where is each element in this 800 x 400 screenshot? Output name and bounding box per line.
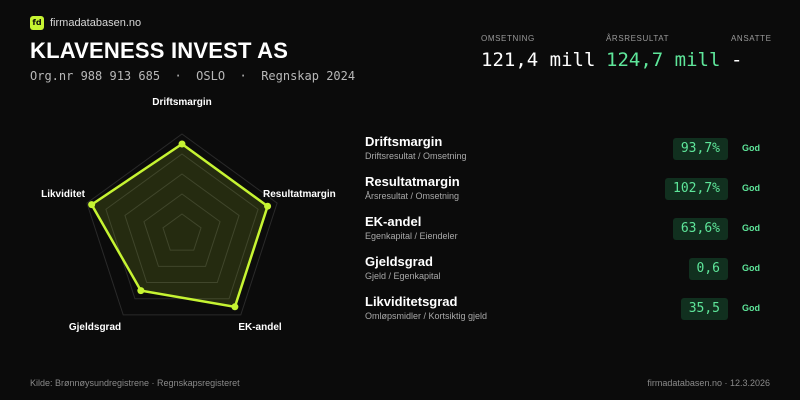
radar-area bbox=[89, 142, 270, 309]
kpi-annual-result: ÅRSRESULTAT 124,7 mill bbox=[606, 34, 720, 71]
kpi-value: - bbox=[731, 49, 743, 71]
radar-grid-ring bbox=[124, 173, 240, 284]
metric-row-driftsmargin: Driftsmargin Driftsresultat / Omsetning … bbox=[365, 134, 760, 174]
status-badge: God bbox=[742, 223, 760, 233]
metric-subtitle: Egenkapital / Eiendeler bbox=[365, 231, 458, 241]
metric-value: 93,7% bbox=[672, 138, 728, 160]
brand[interactable]: fd firmadatabasen.no bbox=[30, 16, 141, 30]
metric-row-ek-andel: EK-andel Egenkapital / Eiendeler 63,6% G… bbox=[365, 214, 760, 254]
status-badge: God bbox=[742, 263, 760, 273]
radar-point bbox=[264, 202, 272, 210]
metric-value: 102,7% bbox=[665, 178, 728, 200]
kpi-label: ÅRSRESULTAT bbox=[606, 34, 670, 43]
metric-title: Likviditetsgrad bbox=[365, 294, 458, 309]
radar-point bbox=[88, 201, 96, 209]
radar-point bbox=[137, 287, 145, 295]
radar-point bbox=[178, 140, 186, 148]
footer-source: Kilde: Brønnøysundregistrene · Regnskaps… bbox=[30, 378, 240, 388]
kpi-employees: ANSATTE - bbox=[731, 34, 772, 71]
radar-points bbox=[88, 140, 272, 311]
metric-value: 35,5 bbox=[680, 298, 728, 320]
radar-label-gjeldsgrad: Gjeldsgrad bbox=[69, 322, 121, 333]
radar-grid-ring bbox=[143, 193, 221, 267]
metric-subtitle: Årsresultat / Omsetning bbox=[365, 191, 460, 201]
brand-name: firmadatabasen.no bbox=[50, 17, 142, 29]
company-name: KLAVENESS INVEST AS bbox=[30, 38, 289, 63]
radar-label-resultatmargin: Resultatmargin bbox=[263, 189, 336, 200]
kpi-label: ANSATTE bbox=[731, 34, 772, 43]
status-badge: God bbox=[742, 303, 760, 313]
status-badge: God bbox=[742, 143, 760, 153]
radar-grid-ring bbox=[162, 213, 202, 251]
metric-row-likviditetsgrad: Likviditetsgrad Omløpsmidler / Kortsikti… bbox=[365, 294, 760, 334]
metric-subtitle: Omløpsmidler / Kortsiktig gjeld bbox=[365, 311, 488, 321]
metric-subtitle: Driftsresultat / Omsetning bbox=[365, 151, 467, 161]
radar-grid-ring bbox=[86, 133, 278, 316]
brand-logo-icon: fd bbox=[30, 16, 44, 30]
metric-title: EK-andel bbox=[365, 214, 422, 229]
company-meta: Org.nr 988 913 685 · OSLO · Regnskap 202… bbox=[30, 69, 356, 83]
kpi-value: 124,7 mill bbox=[606, 49, 721, 71]
metric-value: 63,6% bbox=[672, 218, 728, 240]
kpi-label: OMSETNING bbox=[481, 34, 535, 43]
radar-grid bbox=[86, 133, 278, 316]
status-badge: God bbox=[742, 183, 760, 193]
radar-point bbox=[231, 303, 239, 311]
kpi-value: 121,4 mill bbox=[481, 49, 596, 71]
metric-title: Gjeldsgrad bbox=[365, 254, 433, 269]
footer-site-date: firmadatabasen.no · 12.3.2026 bbox=[647, 378, 770, 388]
metric-row-gjeldsgrad: Gjeldsgrad Gjeld / Egenkapital 0,6 God bbox=[365, 254, 760, 294]
metric-value: 0,6 bbox=[688, 258, 728, 280]
radar-chart: Driftsmargin Resultatmargin EK-andel Gje… bbox=[41, 97, 336, 333]
metric-title: Driftsmargin bbox=[365, 134, 443, 149]
metric-subtitle: Gjeld / Egenkapital bbox=[365, 271, 441, 281]
radar-label-likviditet: Likviditet bbox=[41, 189, 86, 200]
metric-row-resultatmargin: Resultatmargin Årsresultat / Omsetning 1… bbox=[365, 174, 760, 214]
metric-title: Resultatmargin bbox=[365, 174, 460, 189]
radar-label-ek-andel: EK-andel bbox=[238, 322, 282, 333]
metrics-list: Driftsmargin Driftsresultat / Omsetning … bbox=[365, 134, 760, 334]
kpi-revenue: OMSETNING 121,4 mill bbox=[481, 34, 595, 71]
radar-label-driftsmargin: Driftsmargin bbox=[152, 97, 211, 108]
